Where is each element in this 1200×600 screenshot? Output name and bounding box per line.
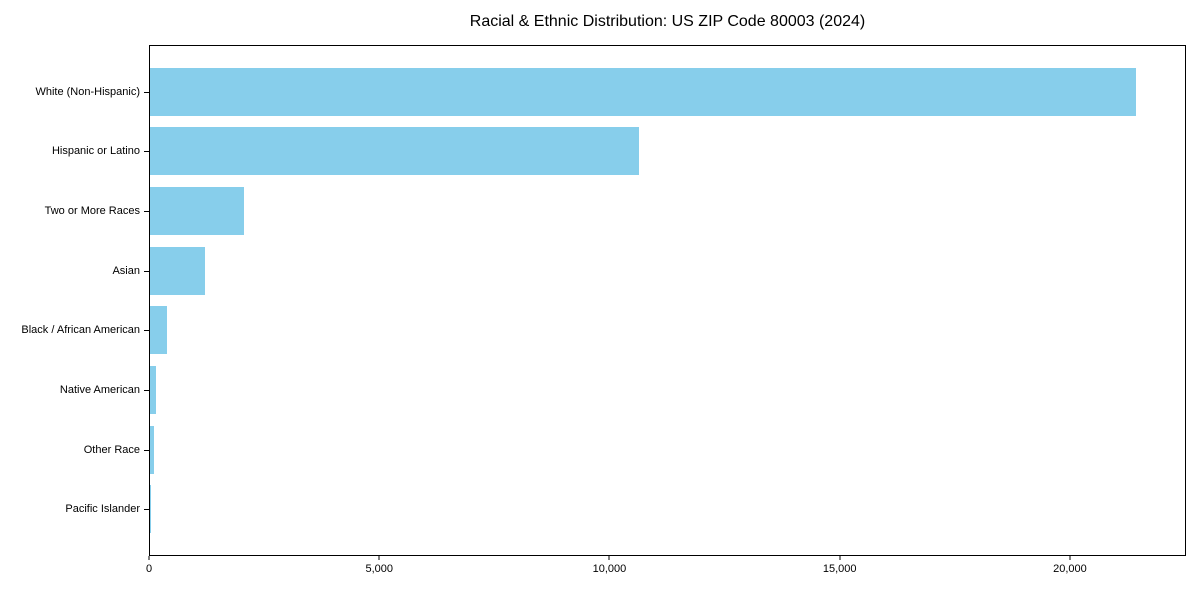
bar	[150, 485, 151, 534]
x-tick-mark	[378, 556, 380, 560]
x-tick-label: 15,000	[822, 563, 857, 575]
bar	[150, 187, 244, 236]
y-axis-label: Black / African American	[21, 324, 140, 337]
y-axis-tick	[144, 330, 149, 332]
x-tick-label: 0	[145, 563, 153, 575]
x-tick-label: 20,000	[1053, 563, 1087, 575]
bar-row: Pacific Islander	[65, 479, 1185, 539]
y-axis-tick	[144, 389, 149, 391]
y-axis-tick	[144, 509, 149, 511]
bar	[150, 306, 167, 355]
y-axis-label: Other Race	[83, 443, 140, 456]
x-tick-mark	[148, 556, 150, 560]
bar-row: Other Race	[84, 420, 1185, 480]
y-axis-tick	[144, 449, 149, 451]
bar	[150, 67, 1136, 116]
bar-row: Asian	[112, 241, 1185, 301]
bar	[150, 365, 156, 414]
x-tick-mark	[1069, 556, 1071, 560]
bar	[150, 246, 205, 295]
y-axis-tick	[144, 211, 149, 213]
bar-row: Hispanic or Latino	[52, 122, 1185, 182]
bar-rows: White (Non-Hispanic) Hispanic or Latino Tw…	[21, 46, 1185, 555]
x-axis: 0 5,000 10,000 15,000 20,000	[145, 556, 1186, 586]
y-axis-tick	[144, 270, 149, 272]
y-axis-tick	[144, 151, 149, 153]
y-axis-label: Asian	[112, 264, 140, 277]
x-tick-label: 5,000	[365, 563, 393, 575]
y-axis-label: Two or More Races	[44, 205, 140, 218]
y-axis-label: Native American	[59, 383, 140, 396]
y-axis-label: White (Non-Hispanic)	[35, 85, 140, 98]
bar	[150, 127, 639, 176]
x-tick-mark	[608, 556, 610, 560]
y-axis-label: Hispanic or Latino	[51, 145, 140, 158]
bar-row: Native American	[60, 360, 1185, 420]
bar-row: Two or More Races	[45, 181, 1185, 241]
bar-row: Black / African American	[21, 301, 1185, 361]
y-axis-label: Pacific Islander	[65, 503, 140, 516]
x-tick-label: 10,000	[592, 563, 627, 575]
bar	[150, 425, 154, 474]
chart-title: Racial & Ethnic Distribution: US ZIP Cod…	[469, 13, 866, 30]
y-axis-tick	[144, 91, 149, 93]
plot-area: White (Non-Hispanic) Hispanic or Latino Tw…	[21, 45, 1186, 556]
x-tick-mark	[839, 556, 841, 560]
bar-row: White (Non-Hispanic)	[35, 62, 1185, 122]
